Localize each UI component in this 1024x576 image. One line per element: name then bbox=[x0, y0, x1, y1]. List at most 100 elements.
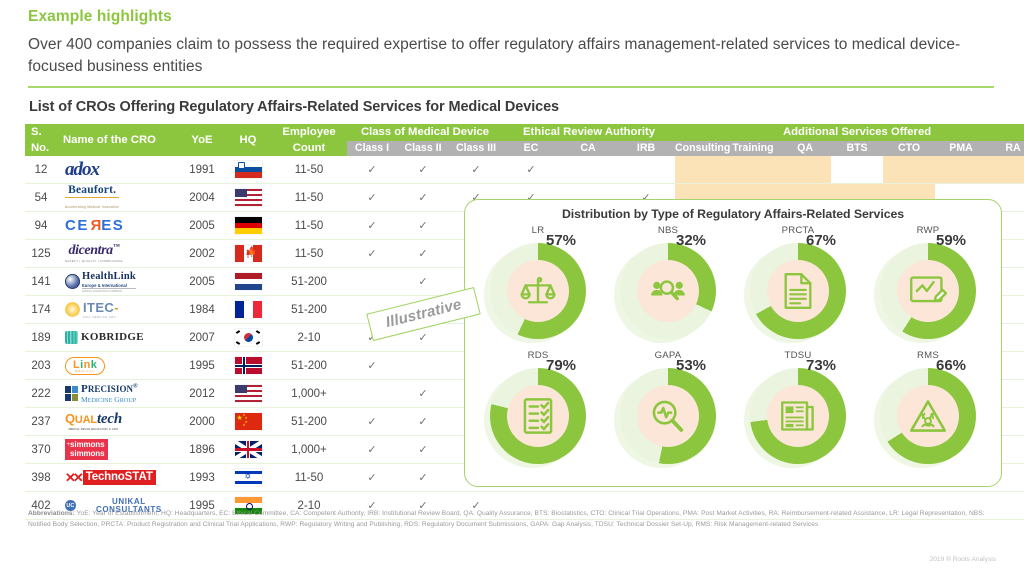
cell-cro-logo: dicentra™ SAFETY | QUALITY | COMPLIANCE bbox=[57, 239, 179, 268]
cell-service-bts bbox=[831, 491, 884, 520]
cell-yoe: 1984 bbox=[179, 295, 225, 324]
cell-hq-flag bbox=[225, 183, 271, 212]
checkmark-icon: ✓ bbox=[367, 163, 377, 176]
cell-ethics-3 bbox=[617, 491, 676, 520]
cell-employee-count: 11-50 bbox=[271, 463, 347, 492]
abbreviations-footnote: Abbreviations: YoE: Year of Establishmen… bbox=[28, 509, 993, 530]
checkmark-icon: ✓ bbox=[418, 331, 428, 344]
cell-employee-count: 1,000+ bbox=[271, 435, 347, 464]
donut-tdsu: TDSU 73% bbox=[733, 350, 863, 475]
cell-cro-logo: QUALtech MEDICAL DEVICE REGULATORY & CRO bbox=[57, 407, 179, 436]
cell-service-ra bbox=[987, 491, 1024, 520]
donut-percent: 59% bbox=[936, 232, 967, 249]
checkmark-icon: ✓ bbox=[526, 163, 536, 176]
cell-employee-count: 51-200 bbox=[271, 351, 347, 380]
abbreviations-text: YoE: Year of Establishment, HQ: Headquar… bbox=[28, 510, 985, 528]
cell-cro-logo: CERES bbox=[57, 211, 179, 240]
cell-class-2: ✓ bbox=[397, 183, 449, 212]
cell-sno: 12 bbox=[25, 156, 57, 184]
checkmark-icon: ✓ bbox=[418, 191, 428, 204]
cell-sno: 402 bbox=[25, 491, 57, 520]
chart-write-icon bbox=[897, 260, 959, 322]
donut-ring bbox=[620, 368, 716, 464]
group-header-row: S. No. Name of the CRO YoE HQ Employee C… bbox=[25, 124, 1024, 156]
cell-sno: 94 bbox=[25, 211, 57, 240]
cell-sno: 174 bbox=[25, 295, 57, 324]
cell-cro-logo: Link MEDICAL bbox=[57, 351, 179, 380]
abbreviations-label: Abbreviations: bbox=[28, 510, 75, 517]
donut-ring bbox=[490, 368, 586, 464]
cro-logo: QUALtech MEDICAL DEVICE REGULATORY & CRO bbox=[65, 411, 122, 432]
cell-cro-logo: UC UNIKAL CONSULTANTS bbox=[57, 491, 179, 520]
donut-percent: 67% bbox=[806, 232, 837, 249]
cell-hq-flag bbox=[225, 435, 271, 464]
col-cto: CTO bbox=[883, 140, 936, 156]
donut-ring bbox=[620, 243, 716, 339]
cell-class-1: ✓ bbox=[347, 239, 397, 268]
table-title: List of CROs Offering Regulatory Affairs… bbox=[29, 99, 560, 115]
checkmark-icon: ✓ bbox=[471, 163, 481, 176]
checkmark-icon: ✓ bbox=[418, 247, 428, 260]
cell-service-qa bbox=[779, 156, 832, 184]
col-class-iii: Class III bbox=[449, 140, 504, 156]
checkmark-icon: ✓ bbox=[367, 191, 377, 204]
cell-service-pma bbox=[935, 156, 988, 184]
checkmark-icon: ✓ bbox=[641, 191, 651, 204]
document-icon bbox=[767, 260, 829, 322]
cell-class-3: ✓ bbox=[449, 491, 504, 520]
cro-logo: CERES bbox=[65, 217, 125, 234]
cell-cro-logo: KOBRIDGE bbox=[57, 323, 179, 352]
cell-service-training bbox=[727, 491, 780, 520]
cro-logo: ✕✕ TechnoSTAT bbox=[65, 466, 179, 490]
scales-icon bbox=[507, 260, 569, 322]
cell-employee-count: 11-50 bbox=[271, 183, 347, 212]
cell-cro-logo: PRECISION® MEDICINE GROUP bbox=[57, 379, 179, 408]
col-ca: CA bbox=[559, 140, 618, 156]
col-bts: BTS bbox=[831, 140, 884, 156]
checkmark-icon: ✓ bbox=[418, 415, 428, 428]
checkmark-icon: ✓ bbox=[367, 471, 377, 484]
cell-class-2: ✓ bbox=[397, 156, 449, 184]
checkmark-icon: ✓ bbox=[471, 499, 481, 512]
donut-label: RMS bbox=[917, 350, 939, 361]
cell-hq-flag bbox=[225, 267, 271, 296]
cell-service-cto bbox=[883, 156, 936, 184]
checkmark-icon: ✓ bbox=[418, 275, 428, 288]
cell-yoe: 1991 bbox=[179, 156, 225, 184]
cell-yoe: 2005 bbox=[179, 267, 225, 296]
cro-logo: dicentra™ SAFETY | QUALITY | COMPLIANCE bbox=[65, 242, 123, 264]
people-search-icon bbox=[637, 260, 699, 322]
cell-yoe: 1995 bbox=[179, 491, 225, 520]
cell-class-2 bbox=[397, 351, 449, 380]
col-training: Training bbox=[727, 140, 780, 156]
donut-ring bbox=[490, 243, 586, 339]
donut-ring bbox=[750, 243, 846, 339]
cro-logo: HealthLink Europe & International A BAAX L… bbox=[65, 270, 179, 294]
cell-employee-count: 11-50 bbox=[271, 211, 347, 240]
cell-hq-flag bbox=[225, 211, 271, 240]
cell-ethics-2 bbox=[559, 156, 618, 184]
cro-logo: adox bbox=[65, 159, 100, 180]
table-head: S. No. Name of the CRO YoE HQ Employee C… bbox=[25, 124, 1024, 156]
cell-class-1: ✓ bbox=[347, 156, 397, 184]
donut-percent: 32% bbox=[676, 232, 707, 249]
donut-percent: 79% bbox=[546, 357, 577, 374]
colgroup-class-of-medical-device: Class of Medical Device bbox=[347, 124, 504, 141]
cell-employee-count: 51-200 bbox=[271, 407, 347, 436]
cell-yoe: 1995 bbox=[179, 351, 225, 380]
cell-class-1 bbox=[347, 267, 397, 296]
donut-grid: LR 57% NBS 32% PRCTA 67% RWP 59% RDS 79% GAPA 53% TD… bbox=[473, 225, 993, 475]
checkmark-icon: ✓ bbox=[418, 443, 428, 456]
donut-rds: RDS 79% bbox=[473, 350, 603, 475]
checklist-icon bbox=[507, 385, 569, 447]
col-pma: PMA bbox=[935, 140, 988, 156]
table-row: 402 UC UNIKAL CONSULTANTS 1995 2-10 ✓ ✓ ✓ bbox=[25, 491, 1024, 520]
cell-hq-flag: ★ ★ ★ ★ ★ bbox=[225, 407, 271, 436]
cro-logo: ITEC- FULL SERVICE CRO bbox=[65, 298, 179, 322]
cell-sno: 54 bbox=[25, 183, 57, 212]
checkmark-icon: ✓ bbox=[367, 359, 377, 372]
donut-ring bbox=[750, 368, 846, 464]
cell-yoe: 2000 bbox=[179, 407, 225, 436]
cell-cro-logo: ✕✕ TechnoSTAT bbox=[57, 463, 179, 492]
